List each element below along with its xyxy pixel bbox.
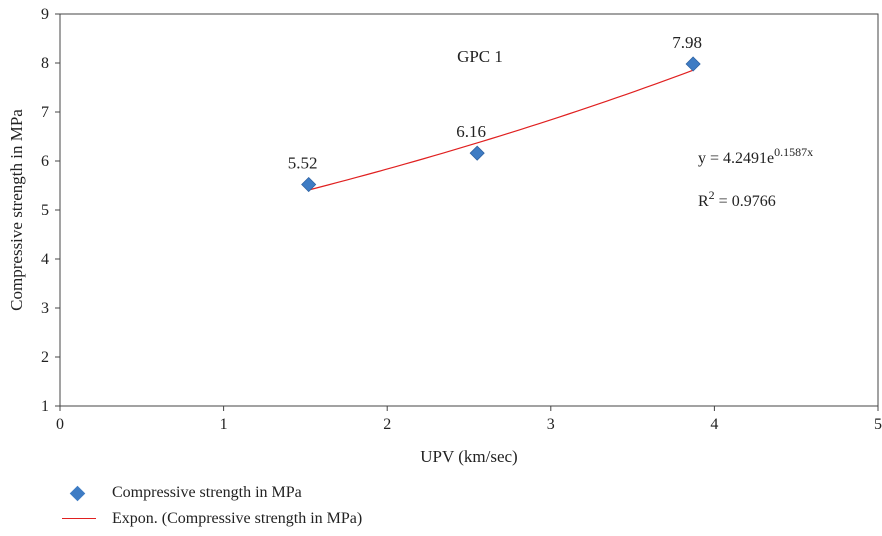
- y-tick-label: 8: [41, 55, 49, 72]
- y-axis-label: Compressive strength in MPa: [7, 109, 26, 311]
- y-tick-label: 5: [41, 202, 49, 219]
- plot-area: [59, 13, 879, 407]
- x-axis-label: UPV (km/sec): [420, 447, 517, 466]
- legend-label-series: Compressive strength in MPa: [112, 484, 302, 501]
- x-tick-label: 4: [710, 416, 718, 433]
- y-tick-label: 6: [41, 153, 49, 170]
- equation-base: y = 4.2491e: [698, 150, 774, 167]
- equation-exponent: 0.1587x: [774, 145, 813, 159]
- data-point-diamond: [301, 176, 317, 193]
- r-squared-base: R: [698, 193, 709, 210]
- x-tick-label: 3: [547, 416, 555, 433]
- x-tick-label: 1: [220, 416, 228, 433]
- legend-item-series: Compressive strength in MPa: [62, 480, 362, 506]
- y-tick-label: 7: [41, 104, 49, 121]
- legend-item-trendline: Expon. (Compressive strength in MPa): [62, 506, 362, 532]
- data-label: 6.16: [456, 122, 486, 141]
- y-tick-label: 2: [41, 349, 49, 366]
- data-label: 5.52: [288, 154, 318, 173]
- line-icon: [62, 518, 96, 519]
- legend-diamond-marker: [62, 483, 112, 503]
- data-points: 5.52 6.16 7.98: [288, 33, 702, 193]
- x-tick-label: 2: [383, 416, 391, 433]
- r-squared-value: = 0.9766: [715, 193, 776, 210]
- y-tick-label: 9: [41, 6, 49, 23]
- x-tick-label: 5: [874, 416, 882, 433]
- data-label: 7.98: [672, 33, 702, 52]
- chart-title: GPC 1: [457, 47, 503, 66]
- y-tick-label: 1: [41, 398, 49, 415]
- y-tick-label: 3: [41, 300, 49, 317]
- legend-label-trendline: Expon. (Compressive strength in MPa): [112, 510, 363, 527]
- trendline-exponential: [308, 69, 694, 191]
- legend: Compressive strength in MPa Expon. (Comp…: [62, 480, 362, 532]
- data-point-diamond: [469, 145, 485, 161]
- y-axis-ticks: 1 2 3 4 5 6 7 8 9: [41, 6, 60, 415]
- data-point-diamond: [685, 56, 701, 72]
- y-tick-label: 4: [41, 251, 49, 268]
- diamond-icon: [69, 485, 86, 502]
- trendline-equation: y = 4.2491e0.1587x: [698, 145, 813, 167]
- legend-line-marker: [62, 509, 112, 529]
- x-tick-label: 0: [56, 416, 64, 433]
- r-squared-sup: 2: [709, 188, 715, 202]
- r-squared: R2 = 0.9766: [698, 188, 776, 210]
- x-axis-ticks: 0 1 2 3 4 5: [56, 406, 882, 433]
